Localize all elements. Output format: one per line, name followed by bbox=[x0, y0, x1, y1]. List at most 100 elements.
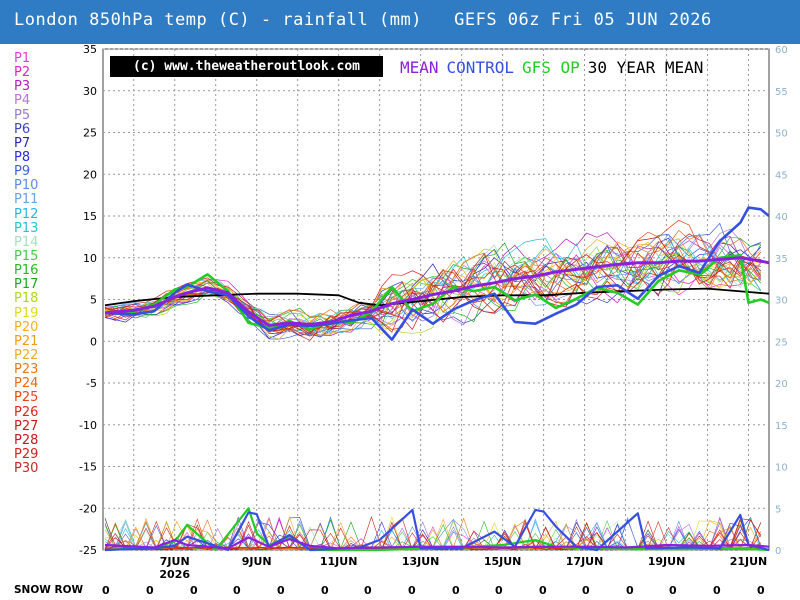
y-tick-left: 5 bbox=[90, 294, 97, 307]
y-tick-left: -15 bbox=[79, 461, 97, 474]
y-tick-right: 0 bbox=[775, 546, 781, 557]
member-temp-line bbox=[104, 242, 762, 331]
member-label-p22: P22 bbox=[14, 347, 39, 363]
op-rain-line bbox=[104, 507, 770, 552]
snow-value: 0 bbox=[669, 584, 677, 597]
y-tick-left: 10 bbox=[83, 252, 97, 265]
member-label-p19: P19 bbox=[14, 305, 39, 321]
snow-value: 0 bbox=[713, 584, 721, 597]
member-label-p23: P23 bbox=[14, 362, 39, 378]
member-label-p1: P1 bbox=[14, 51, 31, 66]
snow-value: 0 bbox=[321, 584, 329, 597]
snow-value: 0 bbox=[146, 584, 154, 597]
y-tick-left: 35 bbox=[83, 43, 97, 56]
y-tick-right: 50 bbox=[775, 129, 788, 140]
y-tick-right: 30 bbox=[775, 296, 788, 307]
member-label-p4: P4 bbox=[14, 93, 31, 109]
member-label-p26: P26 bbox=[14, 404, 39, 420]
snow-value: 0 bbox=[408, 584, 416, 597]
member-label-p20: P20 bbox=[14, 319, 39, 335]
legend-control: CONTROL bbox=[446, 58, 514, 77]
snow-value: 0 bbox=[102, 584, 110, 597]
member-temp-line bbox=[104, 238, 762, 331]
op-temp-line bbox=[104, 253, 770, 331]
x-tick-label: 13JUN bbox=[402, 555, 440, 568]
legend-gfs-op: GFS OP bbox=[521, 58, 580, 77]
snow-value: 0 bbox=[190, 584, 198, 597]
y-tick-left: -25 bbox=[79, 544, 97, 557]
control-temp-line bbox=[104, 206, 770, 341]
member-legend: P1 P2 P3 P4 P5 P6 P7 P8 P9 P10 P11 P12 P13 P14 P15 P16 P… bbox=[14, 51, 54, 477]
member-label-p29: P29 bbox=[14, 446, 39, 462]
y-tick-right: 15 bbox=[775, 421, 788, 432]
copyright-banner: (c) www.theweatheroutlook.com bbox=[110, 56, 383, 77]
member-label-p3: P3 bbox=[14, 79, 31, 95]
snow-row: SNOW ROW 0 0 0 0 0 0 0 0 0 0 0 0 0 0 0 0 bbox=[0, 584, 800, 600]
series-legend: MEAN CONTROL GFS OP 30 YEAR MEAN bbox=[400, 58, 711, 77]
y-tick-right: 35 bbox=[775, 254, 788, 265]
y-tick-right: 25 bbox=[775, 337, 788, 348]
snow-row-label: SNOW ROW bbox=[14, 584, 84, 596]
member-temp-line bbox=[104, 229, 762, 322]
y-tick-right: 45 bbox=[775, 170, 788, 181]
member-label-p17: P17 bbox=[14, 277, 39, 293]
y-tick-right: 10 bbox=[775, 463, 788, 474]
member-label-p2: P2 bbox=[14, 65, 31, 81]
member-label-p7: P7 bbox=[14, 135, 31, 151]
control-rain-line bbox=[104, 508, 770, 552]
member-label-p12: P12 bbox=[14, 206, 39, 222]
title-bar: London 850hPa temp (C) - rainfall (mm) G… bbox=[0, 0, 800, 44]
y-tick-right: 55 bbox=[775, 87, 788, 98]
member-label-p9: P9 bbox=[14, 164, 31, 180]
snow-value: 0 bbox=[233, 584, 241, 597]
member-label-p11: P11 bbox=[14, 192, 39, 208]
member-label-p6: P6 bbox=[14, 121, 31, 137]
legend-30-year-mean: 30 YEAR MEAN bbox=[587, 58, 704, 77]
member-label-p10: P10 bbox=[14, 178, 39, 194]
x-tick-label: 9JUN bbox=[242, 555, 272, 568]
x-tick-label: 17JUN bbox=[566, 555, 604, 568]
y-tick-left: -10 bbox=[79, 419, 97, 432]
chart-title: London 850hPa temp (C) - rainfall (mm) G… bbox=[14, 10, 712, 30]
y-tick-right: 40 bbox=[775, 212, 788, 223]
member-label-p24: P24 bbox=[14, 376, 39, 392]
y-tick-left: -20 bbox=[79, 502, 97, 515]
snow-value: 0 bbox=[539, 584, 547, 597]
member-label-p18: P18 bbox=[14, 291, 39, 307]
member-label-p25: P25 bbox=[14, 390, 39, 406]
member-label-p14: P14 bbox=[14, 234, 39, 250]
member-label-p8: P8 bbox=[14, 149, 31, 165]
y-tick-right: 5 bbox=[775, 504, 781, 515]
member-label-p27: P27 bbox=[14, 418, 39, 434]
y-tick-right: 20 bbox=[775, 379, 788, 390]
y-tick-left: 30 bbox=[83, 85, 97, 98]
member-label-p15: P15 bbox=[14, 248, 39, 264]
snow-value: 0 bbox=[582, 584, 590, 597]
climate-mean-line bbox=[104, 287, 770, 307]
snow-value: 0 bbox=[364, 584, 372, 597]
y-tick-right: 60 bbox=[775, 45, 788, 56]
member-label-p16: P16 bbox=[14, 263, 39, 279]
legend-mean: MEAN bbox=[400, 58, 439, 77]
x-tick-label: 11JUN bbox=[320, 555, 358, 568]
x-tick-label: 15JUN bbox=[484, 555, 522, 568]
x-tick-label: 19JUN bbox=[648, 555, 686, 568]
mean-temp-line bbox=[104, 256, 770, 327]
snow-value: 0 bbox=[277, 584, 285, 597]
x-tick-label: 7JUN bbox=[160, 555, 190, 568]
member-label-p28: P28 bbox=[14, 432, 39, 448]
snow-value: 0 bbox=[495, 584, 503, 597]
member-label-p21: P21 bbox=[14, 333, 39, 349]
y-tick-left: -5 bbox=[86, 377, 97, 390]
y-tick-left: 25 bbox=[83, 127, 97, 140]
member-label-p5: P5 bbox=[14, 107, 31, 123]
snow-value: 0 bbox=[626, 584, 634, 597]
member-label-p30: P30 bbox=[14, 461, 39, 477]
y-tick-left: 0 bbox=[90, 335, 97, 348]
x-tick-label: 21JUN bbox=[730, 555, 768, 568]
snow-value: 0 bbox=[757, 584, 765, 597]
snow-value: 0 bbox=[452, 584, 460, 597]
y-tick-left: 15 bbox=[83, 210, 97, 223]
mean-rain-line bbox=[104, 536, 770, 550]
